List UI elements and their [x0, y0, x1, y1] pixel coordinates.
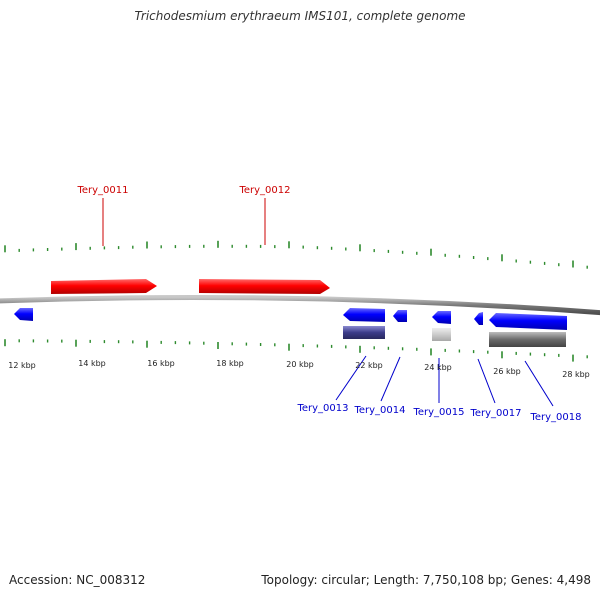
homolog-block-tery-0013 [343, 326, 385, 339]
inner-tick-ring [4, 339, 588, 362]
scale-label-24kbp: 24 kbp [424, 363, 452, 372]
genome-summary-text: Topology: circular; Length: 7,750,108 bp… [261, 573, 591, 587]
gene-label-tery-0014[interactable]: Tery_0014 [353, 405, 405, 416]
scale-label-28kbp: 28 kbp [562, 370, 590, 379]
outer-tick-ring [4, 240, 588, 269]
gene-arrow-tery-0012[interactable] [199, 279, 330, 294]
scale-label-12kbp: 12 kbp [8, 361, 36, 370]
scale-label-16kbp: 16 kbp [147, 359, 175, 368]
scale-label-20kbp: 20 kbp [286, 360, 314, 369]
gene-arrow-tery-0013[interactable] [343, 308, 385, 322]
gene-label-tery-0011[interactable]: Tery_0011 [76, 185, 128, 196]
gene-arrow-tery-0015[interactable] [432, 311, 451, 324]
scale-label-26kbp: 26 kbp [493, 367, 521, 376]
genome-backbone [0, 294, 600, 316]
gene-arrow-tery-0010[interactable] [14, 308, 33, 321]
gene-arrow-tery-0017[interactable] [474, 312, 483, 325]
gene-label-tery-0013[interactable]: Tery_0013 [296, 403, 348, 414]
leader-line-tery-0018 [524, 360, 554, 407]
leader-line-tery-0017 [477, 358, 496, 404]
gene-arrow-tery-0014[interactable] [393, 310, 407, 322]
gene-arrow-tery-0018[interactable] [489, 313, 567, 330]
gene-label-tery-0015[interactable]: Tery_0015 [412, 407, 464, 418]
accession-text: Accession: NC_008312 [9, 573, 146, 587]
leader-line-tery-0013 [335, 355, 367, 401]
gene-label-tery-0017[interactable]: Tery_0017 [469, 408, 521, 419]
gene-arrow-tery-0011[interactable] [51, 279, 157, 294]
map-title: Trichodesmium erythraeum IMS101, complet… [134, 9, 466, 23]
homolog-block-tery-0018 [489, 332, 566, 347]
scale-label-18kbp: 18 kbp [216, 359, 244, 368]
gene-label-tery-0012[interactable]: Tery_0012 [238, 185, 290, 196]
scale-label-22kbp: 22 kbp [355, 361, 383, 370]
gene-label-tery-0018[interactable]: Tery_0018 [529, 412, 581, 423]
scale-label-14kbp: 14 kbp [78, 359, 106, 368]
leader-line-tery-0014 [380, 356, 401, 402]
homolog-block-tery-0015 [432, 328, 451, 341]
